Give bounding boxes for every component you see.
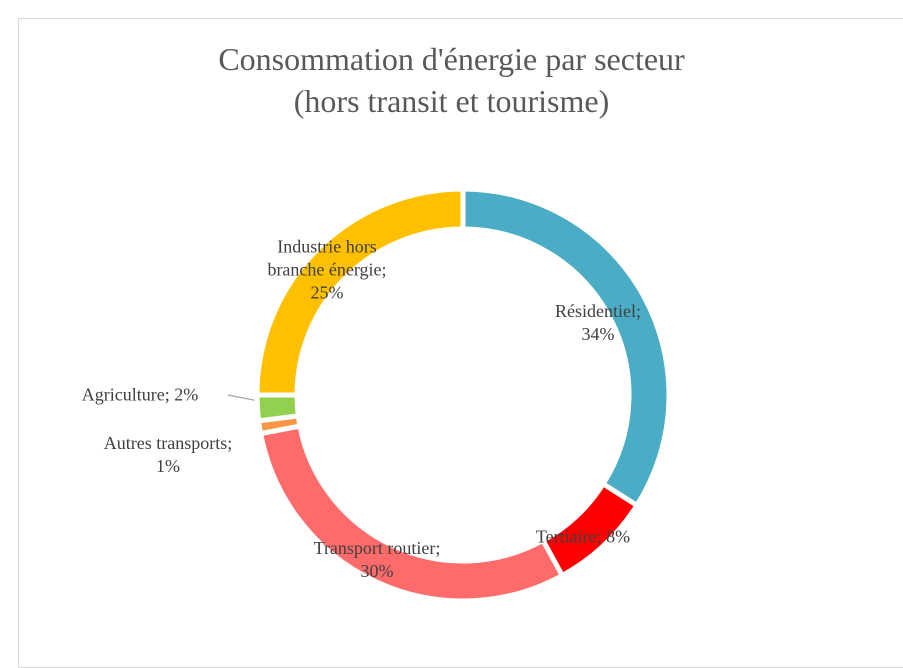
data-label: Agriculture; 2% <box>81 384 199 405</box>
donut-segment <box>460 186 672 509</box>
data-label: Industrie hors branche énergie; 25% <box>267 236 387 303</box>
chart-title: Consommation d'énergie par secteur (hors… <box>0 38 903 122</box>
title-line: (hors transit et tourisme) <box>293 83 610 119</box>
title-line: Consommation d'énergie par secteur <box>218 41 685 77</box>
data-label: Résidentiel; 34% <box>555 301 641 344</box>
leader-line <box>227 394 260 402</box>
data-label: Autres transports; 1% <box>103 433 233 476</box>
data-label: Transport routier; 30% <box>313 538 441 581</box>
data-label: Tertiaire; 8% <box>535 526 631 547</box>
donut-segment <box>254 186 466 398</box>
donut-segment <box>254 392 302 424</box>
